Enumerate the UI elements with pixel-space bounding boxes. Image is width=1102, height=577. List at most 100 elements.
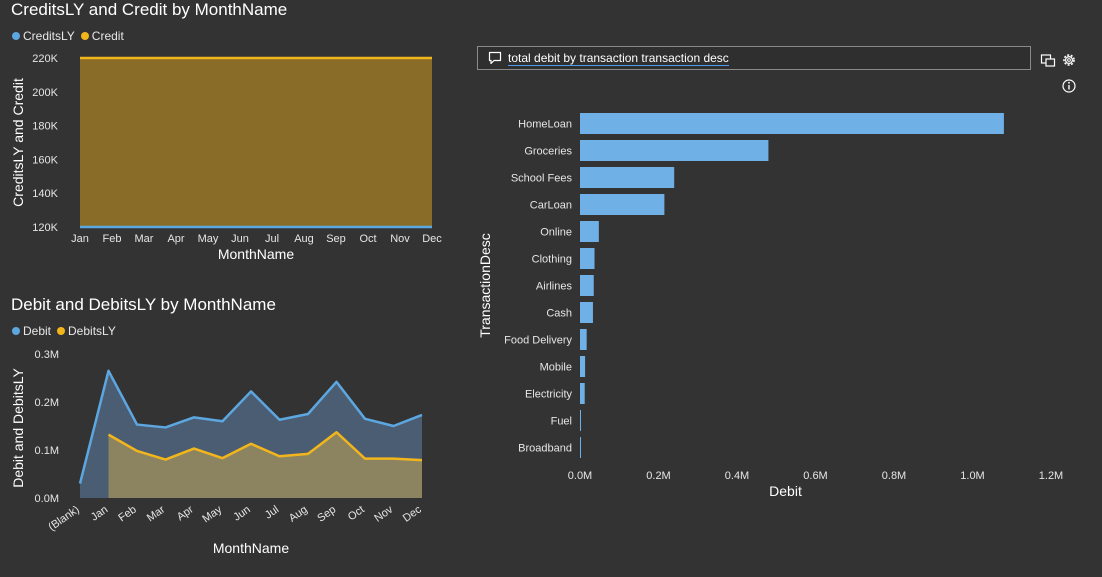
legend-item-debit[interactable]: Debit [12,324,51,338]
series-area-credit [80,58,432,227]
gear-icon[interactable] [1060,51,1078,69]
bar-fuel [580,410,581,431]
bar-clothing [580,248,595,269]
y-tick-label: 160K [32,154,58,166]
x-tick-label: May [198,233,219,245]
x-tick-label: Dec [401,503,424,524]
legend-dot-debitsly [57,327,66,335]
x-tick-label: 0.8M [882,470,906,482]
x-tick-label: Oct [359,233,376,245]
x-tick-label: Nov [390,233,410,245]
legend-dot-credit [80,32,89,40]
convert-visual-icon[interactable] [1039,51,1057,69]
y-axis-title: TransactionDesc [477,233,493,338]
legend-item-debitsly[interactable]: DebitsLY [57,324,116,338]
x-tick-label: Mar [145,503,168,524]
y-tick-label: 0.3M [35,349,59,361]
x-axis-title: MonthName [218,246,294,262]
debit-chart-title: Debit and DebitsLY by MonthName [11,295,276,314]
x-tick-label: Jan [71,233,89,245]
legend-dot-creditsly [12,32,20,40]
x-tick-label: 0.2M [646,470,670,482]
legend-item-credit[interactable]: Credit [80,29,124,43]
bar-label-groceries: Groceries [524,146,572,158]
bar-label-broadband: Broadband [518,443,572,455]
credit-area-chart[interactable]: 120K 140K 160K 180K 200K 220K Jan Feb Mar Apr May J… [0,45,450,270]
x-axis-title: Debit [769,483,802,499]
x-tick-label: Jun [231,233,249,245]
x-tick-label: (Blank) [46,504,81,534]
qa-question-input[interactable]: total debit by transaction transaction d… [477,46,1031,70]
x-tick-label: Jan [89,504,110,524]
y-tick-label: 120K [32,222,58,234]
series-line-debitsly [107,430,423,462]
bar-label-electricity: Electricity [525,389,573,401]
bar-broadband [580,437,581,458]
legend-label-creditsly: CreditsLY [23,29,75,43]
x-tick-label: Jun [231,504,252,524]
x-tick-label: 1.2M [1039,470,1063,482]
bar-label-online: Online [540,227,572,239]
bar-label-school-fees: School Fees [511,173,573,185]
info-icon[interactable] [1060,77,1078,95]
x-tick-label: Jul [265,233,279,245]
series-line-debit [78,369,423,484]
y-tick-label: 0.0M [35,493,59,505]
bar-online [580,221,599,242]
bar-label-clothing: Clothing [532,254,572,266]
y-tick-label: 200K [32,87,58,99]
debit-chart-legend: Debit DebitsLY [12,324,116,338]
bar-food-delivery [580,329,587,350]
x-tick-label: Sep [315,504,338,525]
y-tick-label: 140K [32,188,58,200]
bar-electricity [580,383,585,404]
bar-airlines [580,275,594,296]
bar-label-fuel: Fuel [551,416,572,428]
bar-label-mobile: Mobile [540,362,572,374]
x-tick-label: 0.4M [725,470,749,482]
credit-chart-title: CreditsLY and Credit by MonthName [11,0,288,19]
x-tick-label: Jul [263,504,281,522]
x-tick-label: 0.6M [803,470,827,482]
bar-label-airlines: Airlines [536,281,573,293]
bar-groceries [580,140,769,161]
legend-label-debitsly: DebitsLY [68,324,116,338]
debit-by-transaction-bar-chart[interactable]: HomeLoan Groceries School Fees CarLoan Onlin… [470,95,1090,515]
y-tick-label: 0.1M [35,445,59,457]
credit-chart-legend: CreditsLY Credit [12,29,124,43]
x-tick-label: Oct [346,504,367,524]
x-tick-label: Dec [422,233,442,245]
x-tick-label: Apr [175,503,196,523]
x-axis-title: MonthName [213,540,289,556]
y-axis-title: CreditsLY and Credit [10,78,26,207]
bar-label-carloan: CarLoan [530,200,572,212]
x-tick-label: Apr [167,233,184,245]
bar-homeloan [580,113,1004,134]
debit-area-chart[interactable]: 0.0M 0.1M 0.2M 0.3M (Blank) Jan Feb Mar Apr May Ju… [0,340,450,570]
y-tick-label: 220K [32,53,58,65]
y-axis-title: Debit and DebitsLY [10,368,26,488]
legend-item-creditsly[interactable]: CreditsLY [12,29,75,43]
x-tick-label: 1.0M [960,470,984,482]
legend-dot-debit [12,327,20,335]
bar-mobile [580,356,586,377]
bar-carloan [580,194,665,215]
x-tick-label: Feb [103,233,122,245]
bar-school-fees [580,167,675,188]
y-tick-label: 180K [32,121,58,133]
legend-label-debit: Debit [23,324,52,338]
x-tick-label: Aug [294,233,314,245]
bar-label-food-delivery: Food Delivery [504,335,572,347]
x-tick-label: Sep [326,233,346,245]
bar-cash [580,302,593,323]
x-tick-label: Aug [287,504,310,525]
x-tick-label: Mar [135,233,154,245]
bar-label-cash: Cash [546,308,572,320]
x-tick-label: Nov [372,503,395,524]
y-tick-label: 0.2M [35,397,59,409]
x-tick-label: 0.0M [568,470,592,482]
qa-query-text: total debit by transaction transaction d… [508,50,729,66]
x-tick-label: May [200,503,224,525]
series-area-debitsly [108,432,422,498]
x-tick-label: Feb [116,504,138,525]
